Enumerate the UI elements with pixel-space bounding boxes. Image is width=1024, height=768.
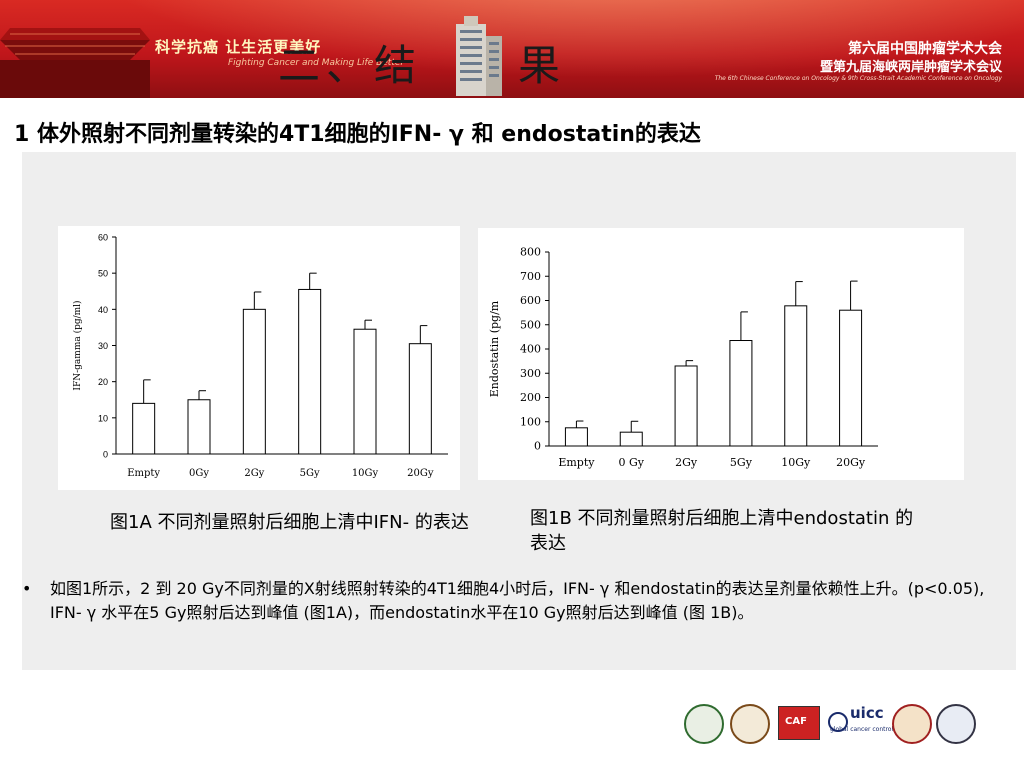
chart-a-bar [408, 343, 432, 455]
chart-a-y-tick-label: 0 [103, 450, 108, 460]
chart-b-category-label: Empty [558, 456, 595, 469]
chart-a-bar [187, 399, 211, 455]
slide-heading: 1 体外照射不同剂量转染的4T1细胞的IFN- γ 和 endostatin的表… [14, 122, 701, 147]
chart-a-y-tick-label: 60 [98, 233, 108, 243]
chart-b-category-label: 10Gy [781, 456, 811, 469]
bullet-text: 如图1所示，2 到 20 Gy不同剂量的X射线照射转染的4T1细胞4小时后，IF… [50, 579, 985, 622]
chart-b-y-axis-label: Endostatin (pg/m [488, 300, 501, 397]
university-seal-icon [892, 704, 932, 744]
banner-slogan-english: Fighting Cancer and Making Life Better [228, 58, 405, 68]
chart-a-category-label: 10Gy [352, 468, 379, 479]
chart-b-category-label: 5Gy [730, 456, 753, 469]
chart-b-bar [729, 340, 753, 447]
figure-caption-1b: 图1B 不同剂量照射后细胞上清中endostatin 的表达 [530, 508, 914, 554]
expo-pavilion-icon [0, 28, 150, 98]
chart-b-y-tick-label: 200 [520, 391, 541, 404]
chart-a-category-label: 0Gy [189, 468, 209, 479]
organization-seal-icon [684, 704, 724, 744]
bullet-marker: • [22, 579, 32, 598]
chart-a-y-tick-label: 40 [98, 305, 108, 315]
section-title: 二、结 果 [278, 41, 567, 90]
uicc-logo-subtitle: global cancer control [830, 726, 894, 733]
chart-b-bar [619, 431, 643, 447]
chart-b-bar [564, 427, 588, 447]
sponsor-logos: CAF uicc global cancer control [680, 700, 980, 748]
chart-b-y-tick-label: 0 [534, 440, 541, 453]
banner-glow [0, 0, 1024, 98]
caf-logo-icon: CAF [778, 706, 820, 740]
hospital-seal-icon [936, 704, 976, 744]
hospital-building-icon [456, 16, 502, 96]
chart-a-y-tick-label: 20 [98, 377, 108, 387]
banner-slogan: 科学抗癌 让生活更美好 [155, 38, 322, 56]
uicc-logo-text: uicc [850, 704, 884, 722]
chart-a-category-label: 20Gy [407, 468, 434, 479]
chart-b-category-label: 0 Gy [619, 456, 645, 469]
chart-ifn-gamma: 0 10 20 30 40 50 60 IFN-gamma (pg/ml) Empty 0Gy 2G… [58, 226, 460, 490]
chart-b-y-tick-label: 700 [520, 270, 541, 283]
medical-association-seal-icon [730, 704, 770, 744]
chart-b-y-tick-label: 400 [520, 343, 541, 356]
chart-a-y-tick-label: 50 [98, 269, 108, 279]
chart-b-y-tick-label: 300 [520, 367, 541, 380]
chart-endostatin: 0 100 200 300 400 500 600 700 800 Endostatin (pg/… [478, 228, 964, 480]
chart-b-y-tick-label: 800 [520, 246, 541, 259]
chart-a-bar [242, 308, 266, 455]
chart-ifn-gamma-svg: 0 10 20 30 40 50 60 IFN-gamma (pg/ml) Empty 0Gy 2G… [72, 233, 448, 479]
chart-b-bar [839, 309, 863, 447]
chart-endostatin-svg: 0 100 200 300 400 500 600 700 800 Endostatin (pg/… [488, 246, 878, 469]
chart-b-y-tick-label: 500 [520, 318, 541, 331]
chart-a-y-tick-label: 10 [98, 413, 108, 423]
chart-a-bar [132, 402, 156, 455]
conference-title-english: The 6th Chinese Conference on Oncology &… [714, 75, 1002, 82]
figure-caption-1a: 图1A 不同剂量照射后细胞上清中IFN- 的表达 [110, 512, 469, 533]
caf-logo-text: CAF [785, 716, 807, 727]
header-banner: 科学抗癌 让生活更美好 Fighting Cancer and Making L… [0, 0, 1024, 98]
chart-b-y-tick-label: 600 [520, 294, 541, 307]
chart-a-category-label: 5Gy [300, 468, 320, 479]
chart-a-y-axis-label: IFN-gamma (pg/ml) [72, 300, 83, 390]
chart-b-bar [674, 365, 698, 447]
conference-title-line2: 暨第九届海峡两岸肿瘤学术会议 [819, 60, 1002, 75]
chart-a-category-label: 2Gy [244, 468, 264, 479]
conference-title-line1: 第六届中国肿瘤学术大会 [848, 41, 1002, 57]
chart-b-y-tick-label: 100 [520, 415, 541, 428]
chart-b-category-label: 20Gy [836, 456, 866, 469]
chart-a-bar [353, 328, 377, 455]
chart-b-category-label: 2Gy [675, 456, 698, 469]
chart-a-y-tick-label: 30 [98, 341, 108, 351]
chart-a-category-label: Empty [127, 468, 160, 479]
uicc-globe-icon [828, 712, 848, 732]
chart-a-bar [298, 288, 322, 455]
chart-b-bar [784, 305, 808, 447]
